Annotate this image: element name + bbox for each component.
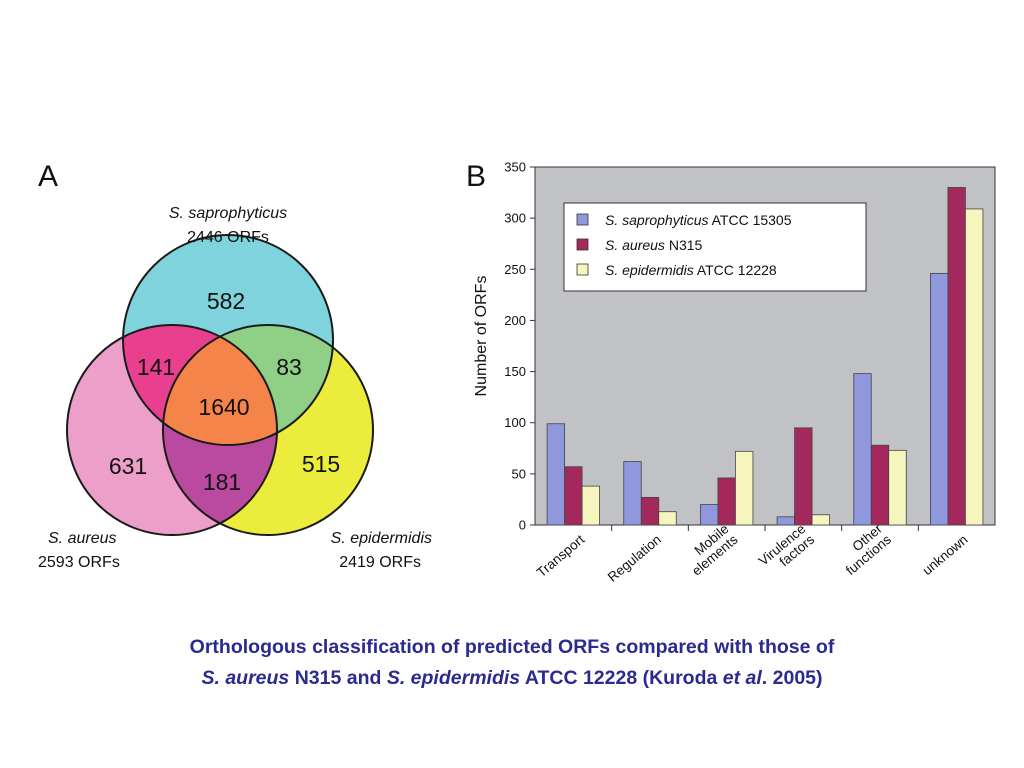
y-axis-title: Number of ORFs: [473, 276, 490, 397]
bar: [717, 477, 736, 526]
caption-et-al: et al: [722, 667, 762, 689]
category-label: Regulation: [605, 532, 664, 585]
y-tick-label: 0: [519, 518, 526, 533]
y-axis: 0 50 100 150 200 250 300 350: [504, 160, 535, 533]
epi-orf-count: 2419 ORFs: [339, 554, 421, 571]
bar: [776, 516, 795, 526]
caption-text: . 2005): [761, 667, 823, 689]
bar: [853, 373, 872, 526]
legend: S. saprophyticus ATCC 15305 S. aureus N3…: [563, 202, 867, 292]
region-epi-only: 515: [302, 451, 340, 477]
bar: [564, 466, 583, 526]
legend-label-aureus: S. aureus N315: [605, 237, 703, 253]
bar: [546, 423, 565, 526]
epi-species-label: S. epidermidis: [331, 530, 432, 547]
bar: [623, 461, 642, 526]
region-all-three: 1640: [198, 394, 249, 420]
y-tick-label: 100: [504, 415, 526, 430]
y-tick-label: 250: [504, 262, 526, 277]
venn-overlap-all: [163, 325, 277, 445]
region-sapro-aureus: 141: [137, 354, 175, 380]
region-sapro-only: 582: [207, 288, 245, 314]
legend-swatch-aureus: [576, 238, 589, 251]
panel-b-letter: B: [466, 160, 486, 193]
bar: [930, 272, 949, 526]
legend-box: [563, 202, 867, 292]
legend-swatch-epidermidis: [576, 263, 589, 276]
caption-species-aureus: S. aureus: [201, 667, 290, 689]
bar: [965, 208, 984, 526]
bar: [581, 485, 600, 526]
legend-label-saprophyticus: S. saprophyticus ATCC 15305: [605, 212, 792, 228]
caption-text: ATCC 12228 (Kuroda: [520, 667, 723, 689]
panel-a-letter: A: [38, 160, 58, 193]
region-aureus-only: 631: [109, 453, 147, 479]
sapro-orf-count: 2446 ORFs: [187, 229, 269, 246]
aureus-species-label: S. aureus: [48, 530, 116, 547]
bar-chart: B 0 50 100 150 200 250 300 350 Transport Regulat…: [466, 160, 996, 585]
bar: [640, 496, 660, 526]
y-tick-label: 350: [504, 160, 526, 175]
x-axis: Transport Regulation Mobileelements Virulen…: [534, 521, 971, 585]
category-label: Mobileelements: [680, 521, 741, 579]
category-label: Transport: [534, 532, 588, 580]
caption-species-epidermidis: S. epidermidis: [386, 667, 521, 689]
bar: [870, 444, 890, 526]
region-sapro-epi: 83: [276, 354, 302, 380]
y-tick-label: 300: [504, 211, 526, 226]
caption-line-1: Orthologous classification of predicted …: [189, 636, 835, 658]
figure-caption: Orthologous classification of predicted …: [40, 632, 984, 694]
region-aureus-epi: 181: [203, 469, 241, 495]
category-label: Otherfunctions: [834, 521, 894, 578]
bar: [658, 511, 677, 526]
y-tick-label: 150: [504, 364, 526, 379]
bar: [888, 449, 907, 526]
category-label: unknown: [920, 532, 971, 578]
bar: [735, 450, 754, 526]
bar: [700, 504, 719, 526]
aureus-orf-count: 2593 ORFs: [38, 554, 120, 571]
caption-text: N315 and: [289, 667, 387, 689]
bars: [546, 187, 984, 531]
bar: [947, 187, 966, 526]
bar: [794, 427, 813, 526]
y-tick-label: 200: [504, 313, 526, 328]
legend-label-epidermidis: S. epidermidis ATCC 12228: [605, 262, 777, 278]
bar: [811, 514, 830, 526]
y-tick-label: 50: [512, 466, 526, 481]
venn-diagram: A S. saprophyticus 2446 ORFs S. aureus 2…: [38, 160, 432, 571]
sapro-species-label: S. saprophyticus: [169, 205, 287, 222]
legend-swatch-saprophyticus: [576, 213, 589, 226]
